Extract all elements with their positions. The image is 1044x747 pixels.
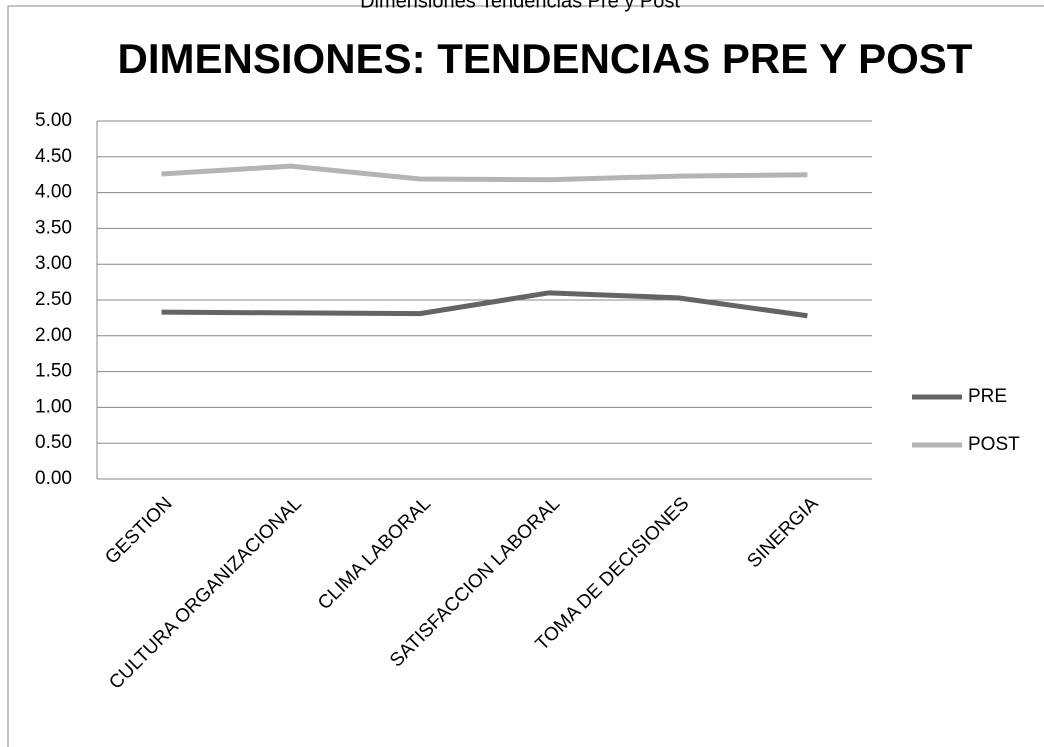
legend-label: PRE: [968, 386, 1007, 407]
series-line: [161, 290, 808, 319]
y-tick-label: 3.00: [35, 253, 72, 274]
y-tick-label: 5.00: [35, 110, 72, 131]
y-tick-label: 4.00: [35, 182, 72, 203]
y-tick-label: 4.50: [35, 146, 72, 167]
chart-title: DIMENSIONES: TENDENCIAS PRE Y POST: [118, 35, 973, 82]
page-header: Dimensiones Tendencias Pre y Post: [360, 0, 680, 12]
series-line: [161, 163, 808, 183]
y-tick-label: 3.50: [35, 217, 72, 238]
y-tick-label: 2.50: [35, 289, 72, 310]
y-tick-label: 0.00: [35, 468, 72, 489]
y-tick-label: 2.00: [35, 325, 72, 346]
y-tick-label: 1.00: [35, 396, 72, 417]
y-tick-label: 0.50: [35, 432, 72, 453]
chart-frame: [7, 5, 1044, 747]
y-tick-label: 1.50: [35, 361, 72, 382]
legend-label: POST: [968, 434, 1020, 455]
